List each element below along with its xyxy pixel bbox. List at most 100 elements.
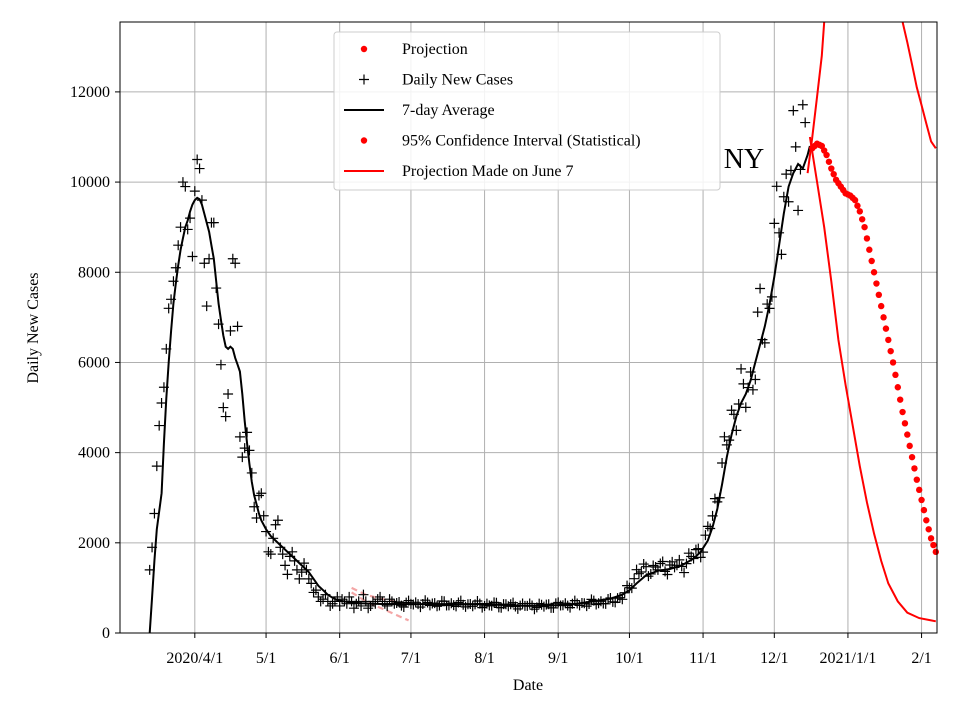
ci-band-lower-line	[351, 591, 410, 622]
y-axis-label: Daily New Cases	[25, 272, 42, 383]
daily-cases-point	[384, 594, 395, 605]
projection-point	[885, 336, 892, 344]
daily-cases-point	[797, 99, 808, 110]
daily-cases-point	[600, 598, 611, 609]
daily-cases-point	[790, 141, 801, 152]
daily-cases-point	[327, 598, 338, 609]
tick-layer: 2020/4/1 5/1 6/1 7/1 8/1 9/1 10/1 11/1 12/1 2021/…	[70, 84, 932, 667]
daily-cases-point	[550, 598, 561, 609]
daily-cases-point	[263, 546, 274, 557]
daily-cases-point	[638, 559, 649, 570]
x-tick-label: 10/1	[615, 650, 643, 667]
daily-cases-point	[662, 569, 673, 580]
daily-cases-point	[189, 186, 200, 197]
daily-cases-point	[256, 488, 267, 499]
projection-point	[882, 325, 890, 332]
projection-point	[880, 314, 887, 321]
daily-cases-point	[204, 253, 215, 264]
daily-cases-point	[199, 258, 210, 269]
projection-point	[861, 223, 868, 231]
projection-point	[892, 371, 899, 379]
projection-point	[889, 359, 897, 366]
x-tick-label: 2020/4/1	[166, 650, 223, 667]
daily-cases-point	[282, 569, 293, 580]
daily-cases-point	[208, 217, 219, 228]
projection-point	[851, 196, 859, 204]
projection-point	[856, 208, 864, 215]
x-tick-label: 2021/1/1	[819, 650, 876, 667]
projection-point	[870, 269, 878, 276]
x-tick-label: 8/1	[474, 650, 494, 667]
daily-cases-point	[679, 567, 690, 578]
daily-cases-point	[702, 521, 713, 532]
daily-cases-point	[793, 205, 804, 216]
daily-cases-point	[175, 222, 186, 233]
daily-cases-point	[372, 594, 383, 605]
y-tick-label: 12000	[70, 84, 110, 101]
x-tick-label: 9/1	[548, 650, 568, 667]
daily-cases-point	[296, 567, 307, 578]
daily-cases-point	[192, 154, 203, 165]
daily-cases-point	[154, 420, 165, 431]
seven-day-average-line	[148, 145, 811, 634]
daily-cases-point	[771, 181, 782, 192]
daily-cases-point	[788, 105, 799, 116]
daily-cases-point	[367, 596, 378, 607]
daily-cases-point	[750, 374, 761, 385]
daily-cases-point	[348, 603, 359, 614]
daily-cases-point	[227, 253, 238, 264]
daily-cases-point	[220, 411, 231, 422]
projection-point	[925, 526, 932, 533]
daily-cases-point	[234, 431, 245, 442]
daily-cases-point	[325, 600, 336, 611]
daily-cases-point	[726, 405, 737, 416]
legend-label-average: 7-day Average	[402, 102, 495, 119]
projection-point	[911, 465, 918, 472]
legend-label-daily: Daily New Cases	[402, 72, 513, 89]
daily-cases-point	[344, 591, 355, 602]
daily-cases-point	[629, 573, 640, 584]
projection-point	[918, 496, 925, 504]
projection-point	[930, 541, 937, 549]
projection-point	[908, 453, 916, 461]
projection-point	[927, 535, 935, 542]
daily-cases-point	[432, 601, 443, 612]
daily-cases-point	[215, 359, 226, 370]
y-tick-label: 2000	[78, 535, 110, 552]
daily-cases-point	[617, 594, 628, 605]
daily-cases-point	[657, 556, 668, 567]
daily-cases-point	[358, 589, 369, 600]
projection-point	[858, 216, 866, 223]
projection-point	[899, 408, 906, 416]
daily-cases-point	[631, 564, 642, 575]
legend-marker-projection	[360, 45, 368, 53]
daily-cases-point	[201, 301, 212, 312]
daily-cases-point	[149, 508, 160, 519]
projection-point	[868, 257, 875, 265]
projection-point	[932, 548, 940, 556]
daily-cases-point	[375, 591, 386, 602]
daily-cases-point	[170, 262, 181, 273]
daily-cases-point	[291, 564, 302, 575]
x-tick-label: 2/1	[911, 650, 931, 667]
daily-cases-point	[401, 597, 412, 608]
projection-point	[823, 151, 830, 159]
daily-cases-point	[232, 321, 243, 332]
daily-cases-point	[253, 490, 264, 501]
x-tick-label: 11/1	[689, 650, 717, 667]
daily-cases-point	[272, 515, 283, 526]
x-tick-label: 5/1	[256, 650, 276, 667]
daily-cases-point	[306, 578, 317, 589]
region-label: NY	[724, 144, 764, 175]
projection-june7-line	[901, 21, 937, 149]
projection-point	[877, 302, 885, 310]
daily-cases-point	[641, 561, 652, 572]
x-tick-label: 12/1	[760, 650, 788, 667]
y-tick-label: 6000	[78, 354, 110, 371]
projection-june7-line	[808, 136, 936, 623]
projection-point	[901, 420, 909, 427]
daily-cases-point	[244, 445, 255, 456]
projection-point	[825, 158, 833, 165]
